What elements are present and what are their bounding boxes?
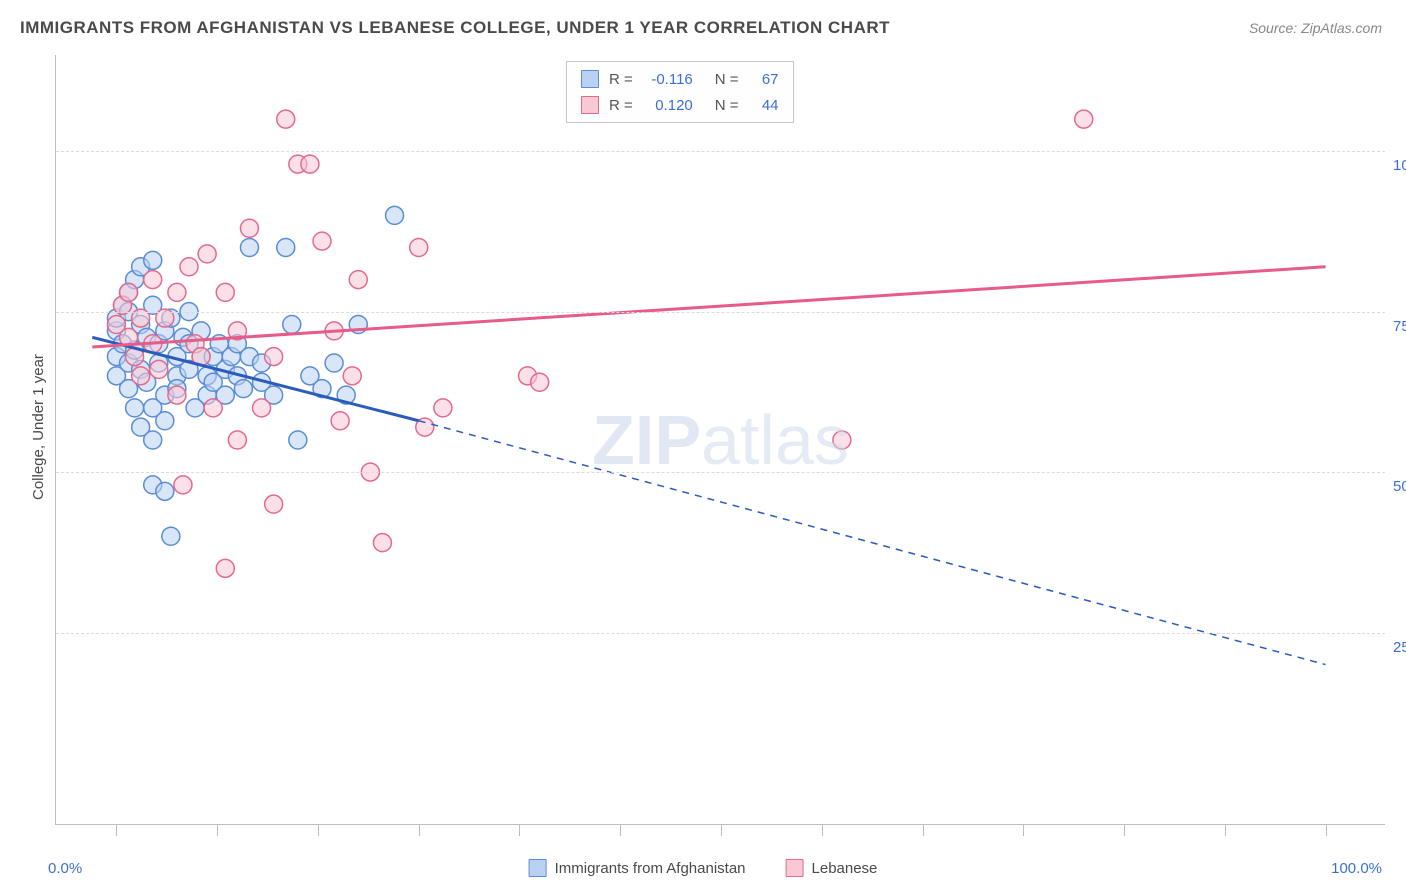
scatter-point [144,251,162,269]
y-tick-label: 25.0% [1393,639,1406,656]
scatter-point [313,232,331,250]
x-tick [318,824,319,836]
scatter-point [833,431,851,449]
scatter-svg [56,55,1386,825]
scatter-point [156,412,174,430]
scatter-point [289,431,307,449]
scatter-point [216,559,234,577]
correlation-legend-box: R = -0.116 N = 67 R = 0.120 N = 44 [566,61,794,123]
legend-label: Lebanese [812,860,878,877]
scatter-point [325,354,343,372]
x-tick [822,824,823,836]
legend-n-label: N = [715,97,739,114]
x-axis-end-label: 100.0% [1331,860,1382,877]
y-tick-label: 75.0% [1393,318,1406,335]
x-tick [1326,824,1327,836]
legend-swatch [581,96,599,114]
scatter-point [277,239,295,257]
scatter-point [144,431,162,449]
scatter-point [265,495,283,513]
scatter-point [531,373,549,391]
legend-r-label: R = [609,97,633,114]
scatter-point [174,476,192,494]
x-tick [116,824,117,836]
x-tick [217,824,218,836]
scatter-point [331,412,349,430]
y-tick-label: 100.0% [1393,157,1406,174]
legend-r-value: -0.116 [643,71,693,88]
legend-bottom: Immigrants from Afghanistan Lebanese [529,859,878,877]
scatter-point [301,155,319,173]
x-tick [1225,824,1226,836]
scatter-point [240,219,258,237]
scatter-point [343,367,361,385]
legend-n-value: 44 [749,97,779,114]
legend-n-value: 67 [749,71,779,88]
regression-line [92,267,1325,347]
scatter-point [349,271,367,289]
scatter-point [132,367,150,385]
x-axis-start-label: 0.0% [48,860,82,877]
scatter-point [373,534,391,552]
legend-r-label: R = [609,71,633,88]
legend-swatch [786,859,804,877]
scatter-point [198,245,216,263]
y-axis-label: College, Under 1 year [30,354,47,500]
source-label: Source: ZipAtlas.com [1249,20,1382,36]
scatter-point [180,258,198,276]
x-tick [620,824,621,836]
plot-area: ZIPatlas R =-0.116N =67R =0.120N =44 25.… [55,55,1385,825]
x-tick [519,824,520,836]
legend-swatch [529,859,547,877]
scatter-point [216,283,234,301]
scatter-point [265,348,283,366]
scatter-point [277,110,295,128]
scatter-point [162,527,180,545]
scatter-point [150,360,168,378]
scatter-point [228,431,246,449]
scatter-point [434,399,452,417]
legend-item: Lebanese [786,859,878,877]
chart-title: IMMIGRANTS FROM AFGHANISTAN VS LEBANESE … [20,18,890,38]
legend-r-value: 0.120 [643,97,693,114]
scatter-point [204,399,222,417]
scatter-point [144,271,162,289]
grid-line-h [56,633,1385,634]
x-tick [1124,824,1125,836]
scatter-point [126,399,144,417]
regression-line-dashed [419,421,1326,665]
grid-line-h [56,472,1385,473]
x-tick [419,824,420,836]
grid-line-h [56,312,1385,313]
legend-swatch [581,70,599,88]
scatter-point [168,283,186,301]
y-tick-label: 50.0% [1393,478,1406,495]
x-tick [1023,824,1024,836]
legend-box-row: R = -0.116 N = 67 [581,66,779,92]
scatter-point [410,239,428,257]
scatter-point [253,399,271,417]
grid-line-h [56,151,1385,152]
legend-n-label: N = [715,71,739,88]
scatter-point [386,206,404,224]
scatter-point [283,316,301,334]
legend-box-row: R = 0.120 N = 44 [581,92,779,118]
legend-label: Immigrants from Afghanistan [555,860,746,877]
x-tick [923,824,924,836]
x-tick [721,824,722,836]
scatter-point [234,380,252,398]
scatter-point [240,239,258,257]
scatter-point [1075,110,1093,128]
scatter-point [156,482,174,500]
scatter-point [120,283,138,301]
legend-item: Immigrants from Afghanistan [529,859,746,877]
scatter-point [168,386,186,404]
